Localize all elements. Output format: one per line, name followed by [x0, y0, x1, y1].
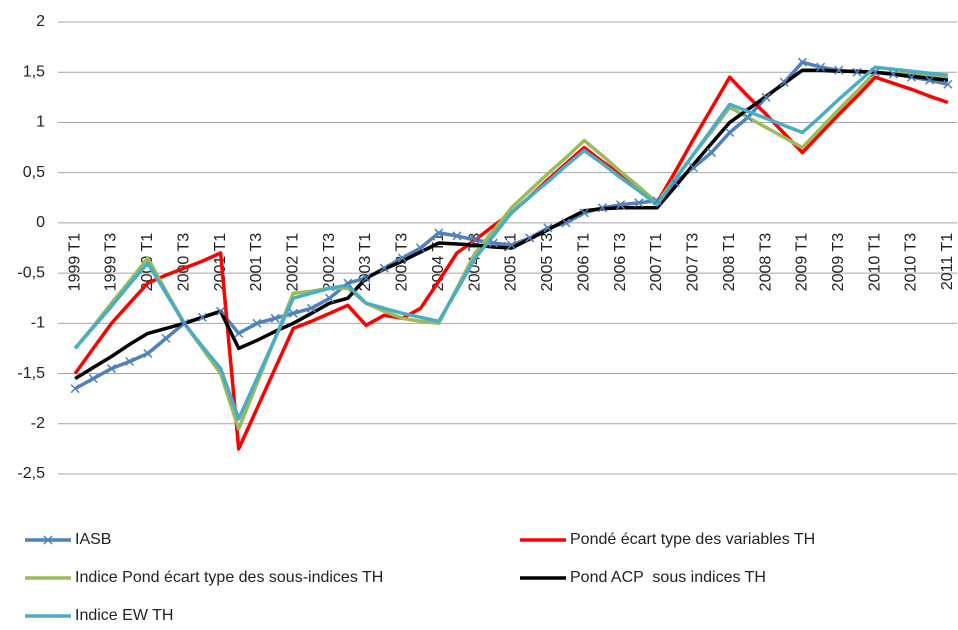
y-tick-label: 1,5: [23, 63, 45, 80]
point-marker: [306, 303, 317, 313]
point-marker: [761, 92, 771, 102]
x-tick-label: 2011 T1: [939, 233, 956, 290]
point-marker: [525, 233, 535, 243]
point-marker: [88, 374, 98, 384]
x-tick-label: 2010 T1: [866, 233, 883, 292]
point-marker: [725, 127, 735, 138]
y-tick-label: -1,5: [17, 365, 45, 382]
point-marker: [907, 72, 917, 82]
legend-label: Indice EW TH: [75, 607, 173, 624]
y-tick-label: -2,5: [17, 465, 45, 482]
series-line: [74, 60, 949, 391]
legend-label: Indice Pond écart type des sous-indices …: [75, 569, 383, 586]
point-marker: [834, 65, 844, 75]
point-marker: [270, 313, 280, 323]
x-tick-label: 2009 T1: [794, 233, 811, 292]
point-marker: [470, 235, 480, 245]
point-marker: [143, 348, 153, 358]
point-marker: [561, 218, 571, 228]
point-marker: [70, 384, 80, 394]
point-marker: [706, 148, 717, 158]
point-marker: [579, 208, 589, 218]
point-marker: [943, 79, 953, 89]
y-tick-label: 0: [36, 214, 45, 231]
point-marker: [488, 238, 498, 248]
point-marker: [379, 263, 389, 273]
point-marker: [870, 67, 880, 77]
point-marker: [106, 364, 116, 374]
y-tick-label: 2: [36, 13, 45, 30]
point-marker: [852, 67, 862, 77]
legend-marker: [43, 535, 53, 545]
point-marker: [234, 328, 244, 338]
point-marker: [652, 196, 662, 206]
x-tick-label: 2001 T3: [248, 233, 265, 292]
legend-label: Pondé écart type des variables TH: [570, 531, 815, 548]
point-marker: [416, 243, 426, 253]
x-tick-label: 1999 T1: [66, 233, 83, 292]
point-marker: [343, 278, 353, 288]
point-marker: [743, 112, 753, 122]
x-tick-label: 2002 T1: [285, 233, 302, 292]
x-tick-label: 2008 T1: [721, 233, 738, 292]
point-marker: [197, 312, 207, 322]
x-tick-label: 2007 T3: [685, 233, 702, 292]
point-marker: [434, 228, 444, 238]
x-tick-label: 2005 T3: [539, 233, 556, 292]
point-marker: [288, 308, 298, 318]
point-marker: [597, 203, 607, 213]
y-tick-label: 0,5: [23, 164, 45, 181]
y-tick-label: -2: [31, 415, 45, 432]
y-tick-label: -0,5: [17, 264, 45, 281]
point-marker: [397, 253, 407, 263]
point-marker: [252, 318, 262, 328]
point-marker: [797, 57, 807, 67]
x-tick-label: 2000 T3: [175, 233, 192, 292]
point-marker: [216, 306, 226, 316]
series-line: [74, 68, 949, 381]
point-marker: [670, 178, 680, 188]
x-tick-label: 2006 T1: [575, 233, 592, 292]
legend-label: IASB: [75, 531, 111, 548]
x-tick-label: 2009 T3: [830, 233, 847, 292]
point-marker: [688, 163, 698, 173]
x-tick-label: 2008 T3: [757, 233, 774, 292]
point-marker: [325, 293, 335, 303]
y-tick-label: 1: [36, 114, 45, 131]
y-tick-label: -1: [31, 315, 45, 332]
point-marker: [452, 231, 462, 241]
point-marker: [179, 318, 189, 328]
point-marker: [361, 273, 371, 283]
point-marker: [925, 75, 935, 85]
x-tick-label: 2007 T1: [648, 233, 665, 292]
series-line: [73, 65, 949, 421]
point-marker: [634, 198, 644, 208]
x-tick-label: 2002 T3: [321, 233, 338, 292]
x-tick-label: 2010 T3: [903, 233, 920, 292]
point-marker: [161, 333, 171, 343]
point-marker: [543, 223, 553, 233]
x-tick-label: 1999 T3: [103, 233, 120, 292]
point-marker: [888, 69, 898, 79]
x-tick-label: 2006 T3: [612, 233, 629, 292]
point-marker: [616, 200, 626, 210]
point-marker: [779, 77, 789, 87]
legend-label: Pond ACP sous indices TH: [570, 569, 766, 586]
point-marker: [506, 240, 517, 250]
point-marker: [125, 356, 135, 367]
point-marker: [816, 62, 826, 72]
